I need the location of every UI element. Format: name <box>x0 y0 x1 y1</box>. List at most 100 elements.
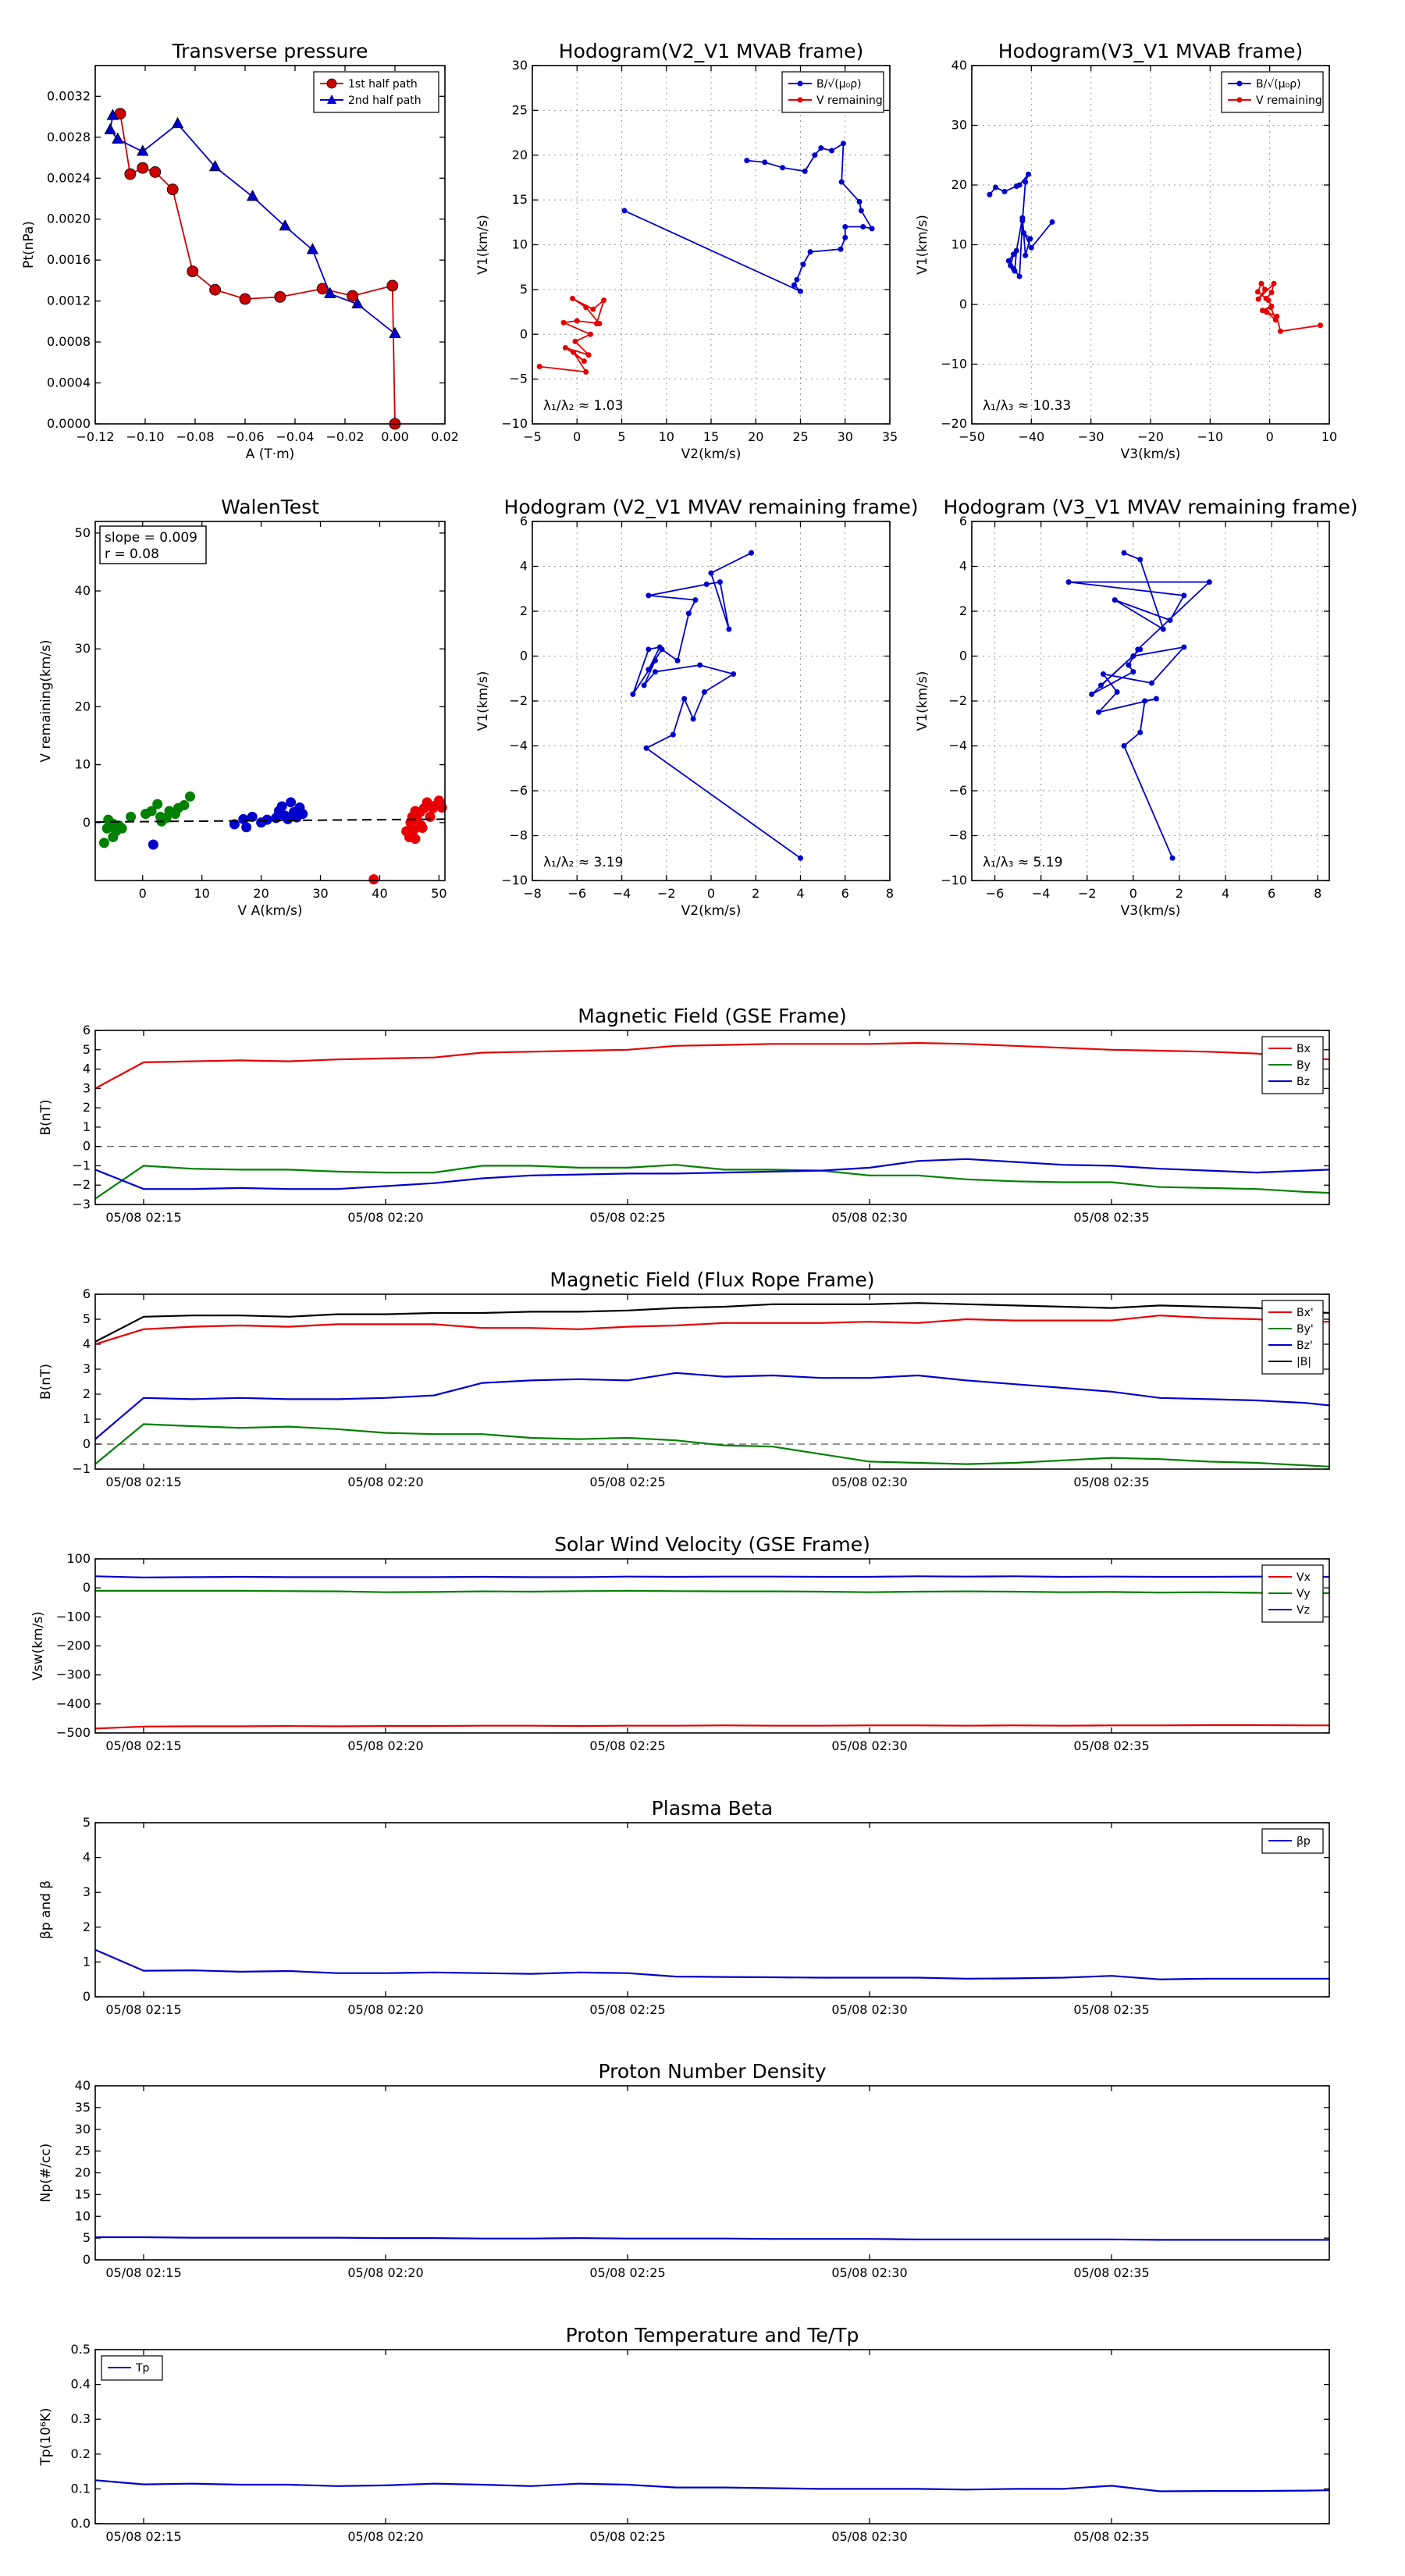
data-point <box>1169 855 1176 861</box>
chart-title: Hodogram(V2_V1 MVAB frame) <box>559 40 863 62</box>
data-point <box>1114 689 1120 695</box>
data-point <box>838 179 845 185</box>
data-point <box>659 646 665 653</box>
data-point <box>187 265 199 277</box>
y-tick-label: −10 <box>501 873 528 888</box>
chart-title: Hodogram(V3_V1 MVAB frame) <box>998 40 1303 62</box>
data-point <box>749 550 755 556</box>
y-tick-label: 20 <box>75 699 91 713</box>
x-tick-label: 0.00 <box>381 429 409 444</box>
data-point <box>717 579 723 585</box>
annotation-text: λ₁/λ₂ ≈ 3.19 <box>543 855 623 870</box>
legend-label: B/√(μ₀ρ) <box>816 78 862 91</box>
y-tick-label: 25 <box>75 2144 91 2158</box>
x-tick-label: 05/08 02:25 <box>589 1738 665 1753</box>
y-tick-label: 15 <box>512 192 528 207</box>
data-point <box>643 745 649 751</box>
y-tick-label: 0.0024 <box>47 170 91 185</box>
data-point <box>1137 557 1144 563</box>
data-point <box>812 152 818 158</box>
data-point <box>324 286 336 298</box>
y-tick-label: 0 <box>83 815 91 830</box>
legend-label: 2nd half path <box>348 94 422 107</box>
chart-title: Solar Wind Velocity (GSE Frame) <box>554 1533 870 1556</box>
data-point <box>1142 698 1148 704</box>
y-tick-label: 6 <box>959 514 967 528</box>
series-line-0 <box>624 142 873 293</box>
x-tick-label: 05/08 02:30 <box>831 1738 907 1753</box>
data-point <box>1272 317 1279 323</box>
data-point <box>1001 188 1008 194</box>
x-tick-label: −8 <box>523 886 542 901</box>
data-point <box>630 691 636 697</box>
chart-mf: 05/08 02:15 05/08 02:20 05/08 02:25 05/08 0… <box>38 1005 1330 1225</box>
data-point <box>389 326 401 338</box>
data-point <box>1137 729 1144 735</box>
data-point <box>560 319 567 326</box>
data-point <box>1268 303 1275 309</box>
y-tick-label: −3 <box>72 1197 91 1212</box>
data-point <box>1121 743 1127 749</box>
data-point <box>646 646 652 653</box>
data-point <box>274 290 286 303</box>
series-line-2 <box>94 1158 1330 1190</box>
x-tick-label: −6 <box>986 886 1005 901</box>
legend: B/√(μ₀ρ) V remaining <box>781 71 884 113</box>
data-point <box>410 834 421 845</box>
data-point <box>239 293 251 305</box>
data-point <box>166 183 179 196</box>
legend-marker <box>326 78 337 89</box>
data-point <box>574 318 580 324</box>
data-point <box>208 159 222 172</box>
x-tick-label: −20 <box>1137 429 1164 444</box>
annotation-text: λ₁/λ₃ ≈ 5.19 <box>983 855 1062 870</box>
data-point <box>562 344 568 350</box>
legend-label: Bx <box>1297 1043 1311 1055</box>
legend-label: V remaining <box>816 94 883 107</box>
plot-frame <box>971 521 1330 881</box>
data-point <box>1016 273 1023 279</box>
y-tick-label: 40 <box>75 2078 91 2093</box>
x-tick-label: 8 <box>886 886 894 901</box>
x-tick-label: 05/08 02:30 <box>831 2265 907 2280</box>
x-tick-label: 0 <box>707 886 715 901</box>
y-tick-label: 0 <box>959 297 967 311</box>
y-axis-label: Np(#/cc) <box>38 2144 54 2202</box>
y-tick-label: 5 <box>83 1815 91 1830</box>
data-point <box>1020 229 1026 236</box>
data-point <box>112 132 124 144</box>
x-tick-label: 30 <box>312 886 328 901</box>
data-point <box>572 338 578 344</box>
data-point <box>856 198 863 205</box>
chart-title: Plasma Beta <box>652 1797 774 1820</box>
y-tick-label: 5 <box>83 1311 91 1326</box>
y-tick-label: 10 <box>951 237 967 252</box>
data-point <box>1160 626 1166 632</box>
data-point <box>869 226 875 232</box>
x-tick-label: 0 <box>1129 886 1137 901</box>
data-point <box>674 657 681 664</box>
data-point <box>1318 322 1324 329</box>
x-tick-label: 05/08 02:15 <box>105 1738 181 1753</box>
data-point <box>247 811 258 822</box>
x-tick-label: 05/08 02:35 <box>1073 1210 1149 1225</box>
data-point <box>137 162 149 174</box>
data-point <box>1089 691 1095 697</box>
x-tick-label: 5 <box>617 429 625 444</box>
x-tick-label: 05/08 02:20 <box>347 1210 423 1225</box>
y-tick-label: 10 <box>75 757 91 772</box>
data-point <box>1181 592 1187 599</box>
data-point <box>1148 680 1154 686</box>
data-point <box>798 855 803 861</box>
y-tick-label: −10 <box>501 416 528 431</box>
data-point <box>1121 550 1127 556</box>
x-tick-label: 6 <box>1268 886 1275 901</box>
data-point <box>137 144 149 156</box>
data-point <box>646 592 652 599</box>
legend-label: Vz <box>1297 1604 1310 1617</box>
data-point <box>246 190 259 201</box>
legend: Vx Vy Vz <box>1261 1564 1324 1623</box>
legend-label: V remaining <box>1256 94 1322 107</box>
data-point <box>692 597 699 603</box>
